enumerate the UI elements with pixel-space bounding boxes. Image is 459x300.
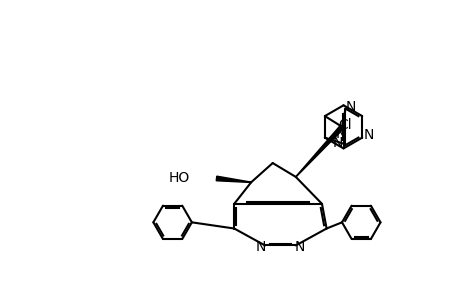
Polygon shape: [216, 176, 251, 182]
Text: N: N: [363, 128, 374, 142]
Text: N: N: [332, 136, 342, 150]
Text: HO: HO: [168, 172, 189, 185]
Text: N: N: [345, 100, 355, 114]
Text: N: N: [294, 240, 304, 254]
Text: Cl: Cl: [337, 118, 351, 132]
Polygon shape: [295, 125, 343, 177]
Text: N: N: [335, 127, 345, 141]
Text: N: N: [255, 240, 266, 254]
